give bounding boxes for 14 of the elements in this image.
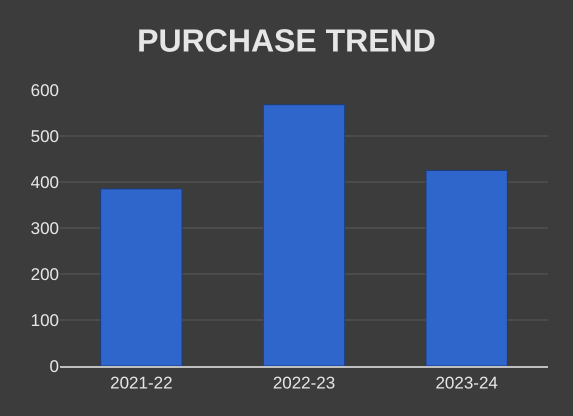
y-tick-label: 100 (30, 310, 59, 330)
x-tick-label: 2022-23 (272, 373, 336, 392)
bar (426, 170, 508, 366)
x-tick-label: 2021-22 (110, 373, 173, 392)
y-tick-label: 400 (30, 172, 59, 192)
y-tick-label: 500 (30, 126, 59, 146)
chart-title: PURCHASE TREND (137, 22, 436, 59)
y-tick-label: 200 (30, 264, 59, 284)
bar (262, 104, 346, 366)
x-tick-label: 2023-24 (435, 373, 498, 392)
y-tick-label: 0 (50, 356, 59, 376)
bar (100, 188, 182, 366)
y-tick-label: 600 (30, 80, 59, 100)
y-tick-label: 300 (30, 218, 59, 238)
